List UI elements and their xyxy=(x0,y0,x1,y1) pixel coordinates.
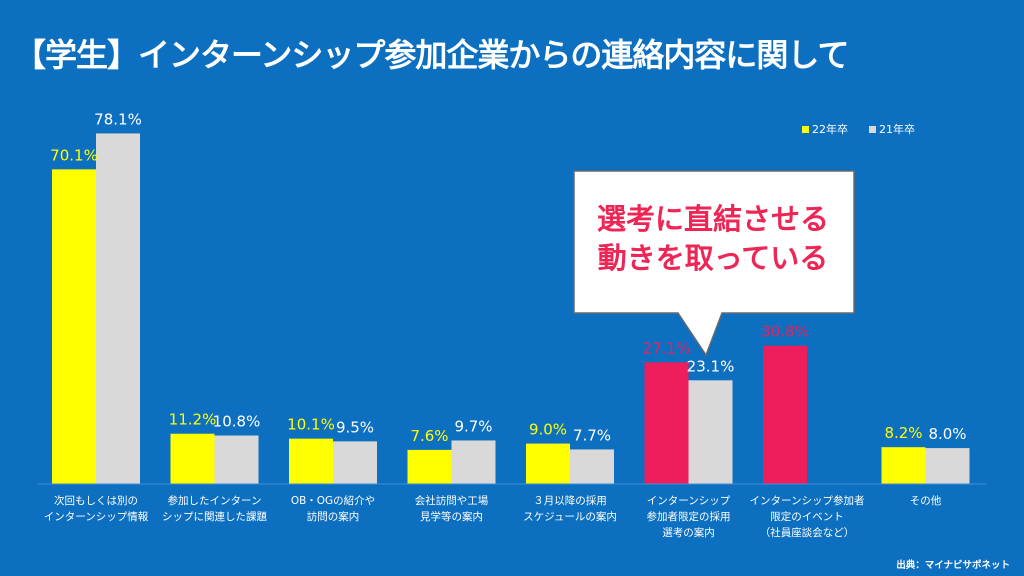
category-label-1-1: シップに関連した課題 xyxy=(162,510,267,523)
value-label-22-5: 27.1% xyxy=(643,339,691,357)
value-label-22-3: 7.6% xyxy=(410,427,448,445)
bar-21-7 xyxy=(925,448,970,484)
category-label-3-0: 会社訪問や工場 xyxy=(415,494,489,507)
value-label-22-2: 10.1% xyxy=(287,416,335,434)
category-label-5-1: 参加者限定の採用 xyxy=(647,510,731,523)
bar-22-5 xyxy=(644,362,689,484)
category-label-2-0: OB・OGの紹介や xyxy=(291,494,375,507)
bar-22-3 xyxy=(407,449,452,484)
speech-bubble xyxy=(573,170,855,357)
bar-21-5 xyxy=(688,380,733,484)
bar-21-3 xyxy=(451,440,496,484)
legend-label-21: 21年卒 xyxy=(879,122,915,136)
category-label-5-2: 選考の案内 xyxy=(662,526,715,539)
value-label-22-7: 8.2% xyxy=(884,424,922,442)
value-label-21-5: 23.1% xyxy=(687,357,735,375)
category-label-6-0: インターンシップ参加者 xyxy=(750,494,865,507)
category-label-6-2: （社員座談会など） xyxy=(760,526,855,539)
value-label-22-6: 30.8% xyxy=(761,323,809,341)
category-label-5-0: インターンシップ xyxy=(647,495,731,507)
bar-22-1 xyxy=(170,433,215,484)
value-label-21-0: 78.1% xyxy=(94,110,142,128)
value-label-21-1: 10.8% xyxy=(213,413,261,431)
value-label-22-4: 9.0% xyxy=(529,421,567,439)
legend: 22年卒 21年卒 xyxy=(802,122,915,136)
value-label-21-4: 7.7% xyxy=(573,426,611,444)
category-label-0-0: 次回もしくは別の xyxy=(54,494,138,507)
legend-swatch-21 xyxy=(869,126,876,133)
bar-22-4 xyxy=(526,443,570,484)
bar-21-4 xyxy=(570,449,614,484)
value-label-21-2: 9.5% xyxy=(336,418,374,436)
bar-22-2 xyxy=(289,438,333,484)
category-label-3-1: 見学等の案内 xyxy=(420,510,483,523)
category-label-6-1: 限定のイベント xyxy=(770,510,844,523)
category-label-2-1: 訪問の案内 xyxy=(307,510,360,523)
value-label-22-0: 70.1% xyxy=(50,146,98,164)
bar-21-1 xyxy=(214,435,259,484)
category-label-4-0: ３月以降の採用 xyxy=(533,494,607,507)
value-label-22-1: 11.2% xyxy=(169,411,217,429)
value-label-21-3: 9.7% xyxy=(454,417,492,435)
bars xyxy=(52,133,970,484)
bar-22-6 xyxy=(763,345,807,484)
bar-22-0 xyxy=(52,169,96,484)
callout-line-2: 動きを取っている xyxy=(597,241,829,276)
value-label-21-7: 8.0% xyxy=(928,425,966,443)
bar-21-0 xyxy=(96,133,140,484)
category-label-7-0: その他 xyxy=(910,494,942,507)
category-label-0-1: インターンシップ情報 xyxy=(44,510,149,523)
source-credit: 出典：マイナビサポネット xyxy=(896,560,1010,571)
callout-text: 選考に直結させる 動きを取っている xyxy=(584,200,842,278)
legend-label-22: 22年卒 xyxy=(812,122,848,136)
category-label-4-1: スケジュールの案内 xyxy=(523,510,617,523)
value-labels: 70.1% 78.1% 11.2%10.8% 10.1% 9.5% 7.6% 9.7% 9.0… xyxy=(50,110,966,444)
callout-line-1: 選考に直結させる xyxy=(596,202,829,236)
category-label-1-0: 参加したインターン xyxy=(168,494,262,507)
bar-22-7 xyxy=(881,447,926,484)
legend-swatch-22 xyxy=(802,126,809,133)
bar-21-2 xyxy=(333,441,377,484)
page-title: 【学生】インターンシップ参加企業からの連絡内容に関して xyxy=(14,36,849,74)
